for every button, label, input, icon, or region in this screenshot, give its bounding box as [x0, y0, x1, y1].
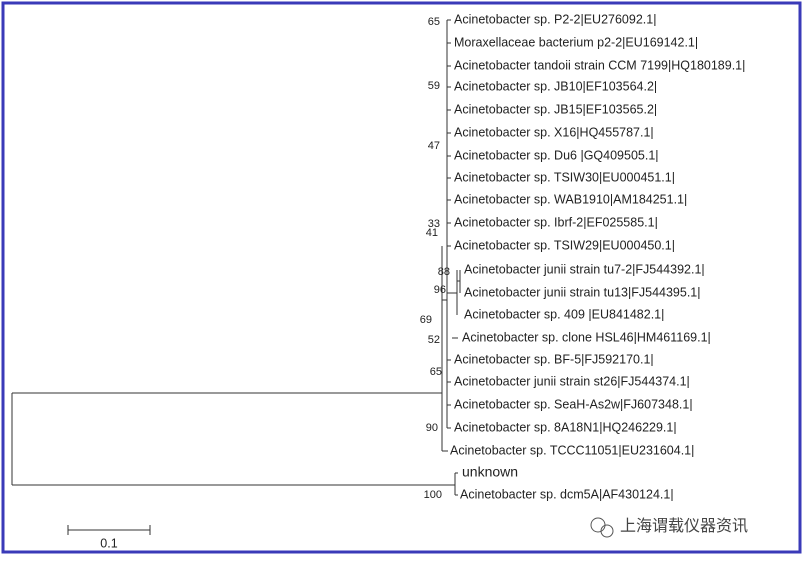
- leaf-label: Acinetobacter sp. JB10|EF103564.2|: [454, 79, 657, 93]
- leaf-label: Acinetobacter tandoii strain CCM 7199|HQ…: [454, 58, 745, 72]
- leaf-label: Acinetobacter sp. 409 |EU841482.1|: [464, 307, 664, 321]
- bootstrap-value: 59: [428, 80, 440, 92]
- leaf-label: Acinetobacter sp. 8A18N1|HQ246229.1|: [454, 420, 677, 434]
- leaf-label: Acinetobacter sp. SeaH-As2w|FJ607348.1|: [454, 397, 693, 411]
- bootstrap-value: 33: [428, 218, 440, 230]
- leaf-label: Acinetobacter junii strain st26|FJ544374…: [454, 374, 690, 388]
- bootstrap-value: 52: [428, 334, 440, 346]
- leaf-label: Acinetobacter sp. clone HSL46|HM461169.1…: [462, 330, 711, 344]
- bootstrap-value: 47: [428, 140, 440, 152]
- bootstrap-value: 100: [424, 489, 442, 501]
- leaf-label: Acinetobacter sp. JB15|EF103565.2|: [454, 102, 657, 116]
- leaf-label: Acinetobacter sp. BF-5|FJ592170.1|: [454, 352, 654, 366]
- leaf-label: Acinetobacter junii strain tu13|FJ544395…: [464, 285, 701, 299]
- leaf-label: Acinetobacter sp. X16|HQ455787.1|: [454, 125, 654, 139]
- bootstrap-value: 69: [420, 314, 432, 326]
- bootstrap-value: 65: [430, 366, 442, 378]
- frame: [1, 1, 802, 554]
- branches: [11, 20, 461, 496]
- bootstrap-value: 41: [426, 227, 438, 239]
- leaf-label: Acinetobacter sp. TSIW30|EU000451.1|: [454, 170, 675, 184]
- bootstrap-value: 65: [428, 16, 440, 28]
- bootstrap-value: 96: [434, 284, 446, 296]
- scale-label: 0.1: [100, 536, 117, 550]
- bootstrap-value: 90: [426, 422, 438, 434]
- leaf-label: Acinetobacter junii strain tu7-2|FJ54439…: [464, 262, 705, 276]
- watermark-text: 上海谓载仪器资讯: [620, 517, 748, 535]
- leaf-label: unknown: [462, 464, 518, 480]
- scale-bar: 0.1: [67, 525, 151, 550]
- leaf-label: Acinetobacter sp. P2-2|EU276092.1|: [454, 12, 656, 26]
- leaf-label: Acinetobacter sp. Ibrf-2|EF025585.1|: [454, 215, 658, 229]
- leaf-label: Acinetobacter sp. Du6 |GQ409505.1|: [454, 148, 659, 162]
- leaf-label: Acinetobacter sp. dcm5A|AF430124.1|: [460, 487, 674, 501]
- watermark: 上海谓载仪器资讯: [590, 517, 748, 538]
- leaf-label: Acinetobacter sp. TCCC11051|EU231604.1|: [450, 443, 694, 457]
- leaf-label: Moraxellaceae bacterium p2-2|EU169142.1|: [454, 35, 698, 49]
- leaf-label: Acinetobacter sp. WAB1910|AM184251.1|: [454, 192, 687, 206]
- bootstrap-value: 88: [438, 266, 450, 278]
- leaf-label: Acinetobacter sp. TSIW29|EU000450.1|: [454, 238, 675, 252]
